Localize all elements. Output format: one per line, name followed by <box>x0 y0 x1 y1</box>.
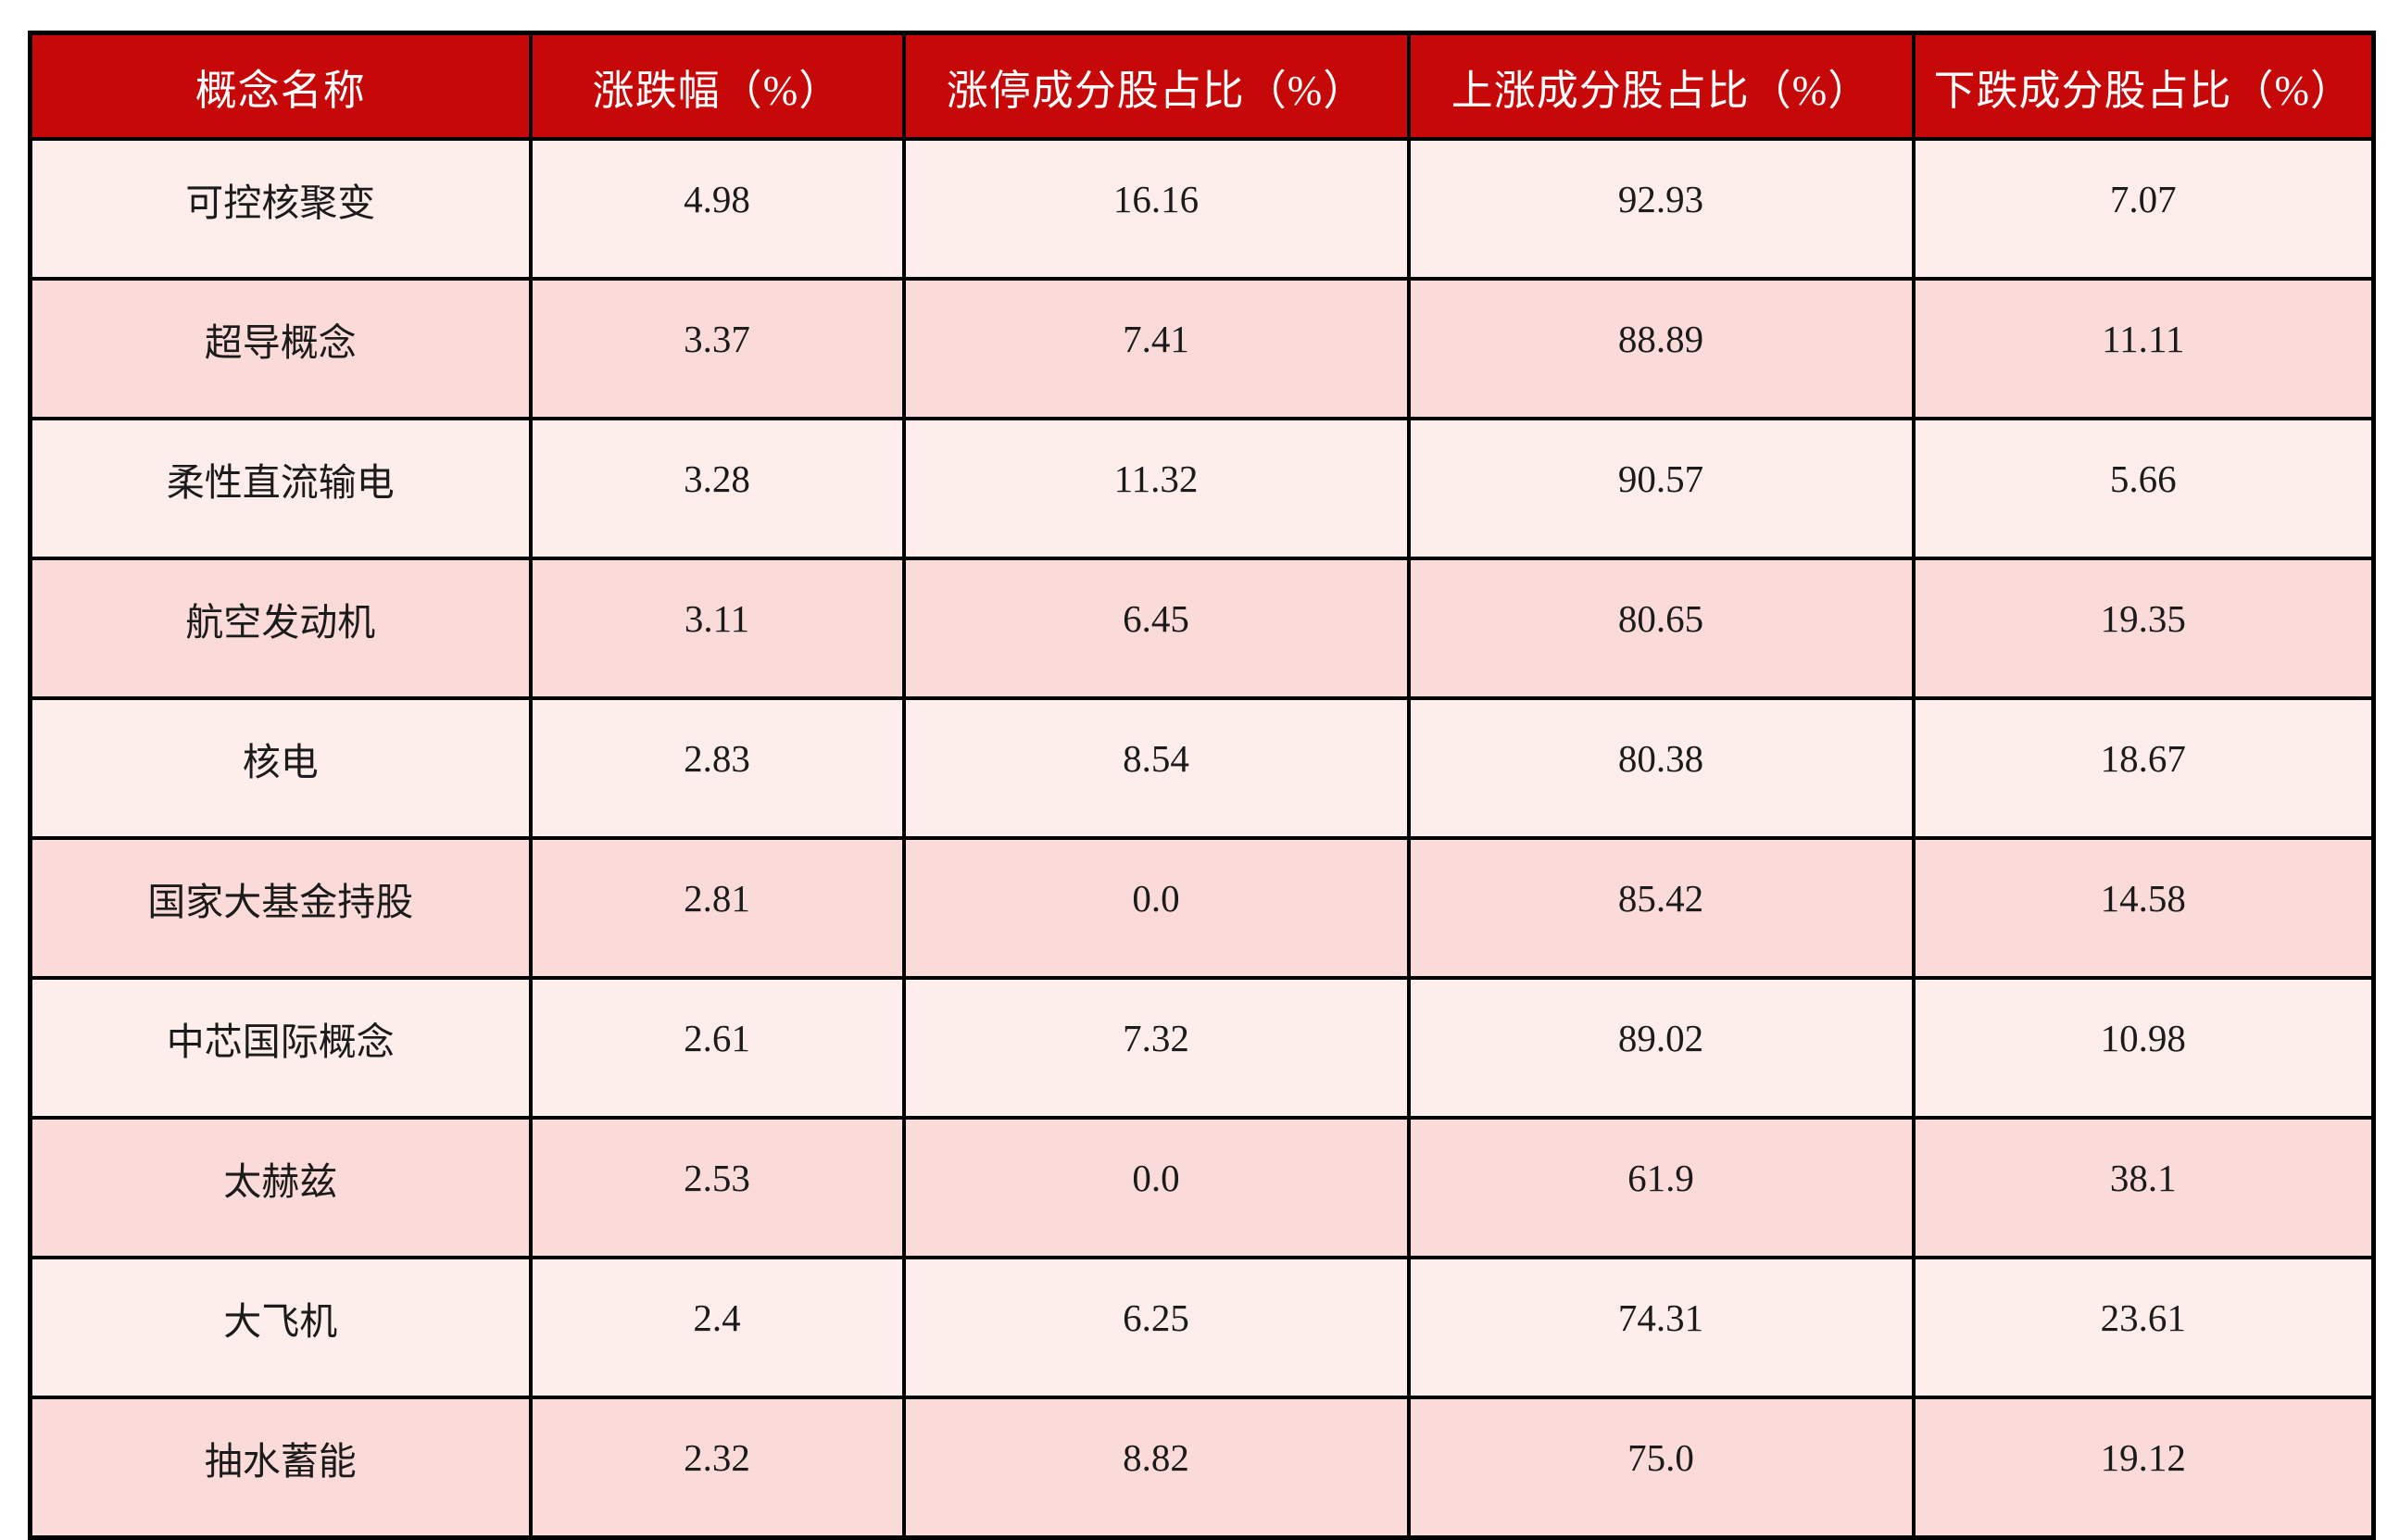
value-cell: 19.35 <box>1911 557 2376 700</box>
table-row: 中芯国际概念 2.61 7.32 89.02 10.98 <box>28 976 2376 1120</box>
value-cell: 7.32 <box>901 976 1411 1120</box>
value-cell: 3.37 <box>528 277 906 420</box>
concept-name-cell: 核电 <box>28 696 533 840</box>
value-cell: 38.1 <box>1911 1116 2376 1259</box>
table-row: 可控核聚变 4.98 16.16 92.93 7.07 <box>28 137 2376 281</box>
value-cell: 19.12 <box>1911 1396 2376 1540</box>
concept-name-cell: 航空发动机 <box>28 557 533 700</box>
concept-name-cell: 太赫兹 <box>28 1116 533 1259</box>
concept-name-cell: 中芯国际概念 <box>28 976 533 1120</box>
value-cell: 80.65 <box>1406 557 1916 700</box>
value-cell: 92.93 <box>1406 137 1916 281</box>
value-cell: 2.81 <box>528 836 906 980</box>
column-header: 下跌成分股占比（%） <box>1911 31 2376 141</box>
column-header: 上涨成分股占比（%） <box>1406 31 1916 141</box>
value-cell: 7.07 <box>1911 137 2376 281</box>
value-cell: 6.45 <box>901 557 1411 700</box>
table-row: 国家大基金持股 2.81 0.0 85.42 14.58 <box>28 836 2376 980</box>
table-row: 柔性直流输电 3.28 11.32 90.57 5.66 <box>28 417 2376 560</box>
table-row: 核电 2.83 8.54 80.38 18.67 <box>28 696 2376 840</box>
table-row: 太赫兹 2.53 0.0 61.9 38.1 <box>28 1116 2376 1259</box>
value-cell: 5.66 <box>1911 417 2376 560</box>
concept-gain-table: 概念名称 涨跌幅（%） 涨停成分股占比（%） 上涨成分股占比（%） 下跌成分股占比（%）… <box>28 31 2376 1540</box>
value-cell: 75.0 <box>1406 1396 1916 1540</box>
concept-name-cell: 可控核聚变 <box>28 137 533 281</box>
value-cell: 14.58 <box>1911 836 2376 980</box>
value-cell: 4.98 <box>528 137 906 281</box>
header-row: 概念名称 涨跌幅（%） 涨停成分股占比（%） 上涨成分股占比（%） 下跌成分股占比（%） <box>28 31 2376 141</box>
value-cell: 10.98 <box>1911 976 2376 1120</box>
value-cell: 85.42 <box>1406 836 1916 980</box>
value-cell: 2.53 <box>528 1116 906 1259</box>
value-cell: 18.67 <box>1911 696 2376 840</box>
value-cell: 7.41 <box>901 277 1411 420</box>
value-cell: 11.32 <box>901 417 1411 560</box>
value-cell: 88.89 <box>1406 277 1916 420</box>
value-cell: 0.0 <box>901 1116 1411 1259</box>
value-cell: 3.28 <box>528 417 906 560</box>
concept-name-cell: 超导概念 <box>28 277 533 420</box>
value-cell: 11.11 <box>1911 277 2376 420</box>
value-cell: 8.82 <box>901 1396 1411 1540</box>
value-cell: 8.54 <box>901 696 1411 840</box>
table-header: 概念名称 涨跌幅（%） 涨停成分股占比（%） 上涨成分股占比（%） 下跌成分股占比（%） <box>28 31 2376 141</box>
concept-name-cell: 抽水蓄能 <box>28 1396 533 1540</box>
value-cell: 2.32 <box>528 1396 906 1540</box>
column-header: 涨停成分股占比（%） <box>901 31 1411 141</box>
value-cell: 90.57 <box>1406 417 1916 560</box>
value-cell: 61.9 <box>1406 1116 1916 1259</box>
column-header: 涨跌幅（%） <box>528 31 906 141</box>
concept-gain-table-container: 概念名称 涨跌幅（%） 涨停成分股占比（%） 上涨成分股占比（%） 下跌成分股占比（%）… <box>28 31 2376 1540</box>
table-row: 超导概念 3.37 7.41 88.89 11.11 <box>28 277 2376 420</box>
value-cell: 3.11 <box>528 557 906 700</box>
table-row: 抽水蓄能 2.32 8.82 75.0 19.12 <box>28 1396 2376 1540</box>
concept-name-cell: 柔性直流输电 <box>28 417 533 560</box>
table-row: 航空发动机 3.11 6.45 80.65 19.35 <box>28 557 2376 700</box>
column-header: 概念名称 <box>28 31 533 141</box>
value-cell: 89.02 <box>1406 976 1916 1120</box>
value-cell: 0.0 <box>901 836 1411 980</box>
value-cell: 2.83 <box>528 696 906 840</box>
value-cell: 16.16 <box>901 137 1411 281</box>
value-cell: 2.61 <box>528 976 906 1120</box>
value-cell: 80.38 <box>1406 696 1916 840</box>
concept-name-cell: 国家大基金持股 <box>28 836 533 980</box>
